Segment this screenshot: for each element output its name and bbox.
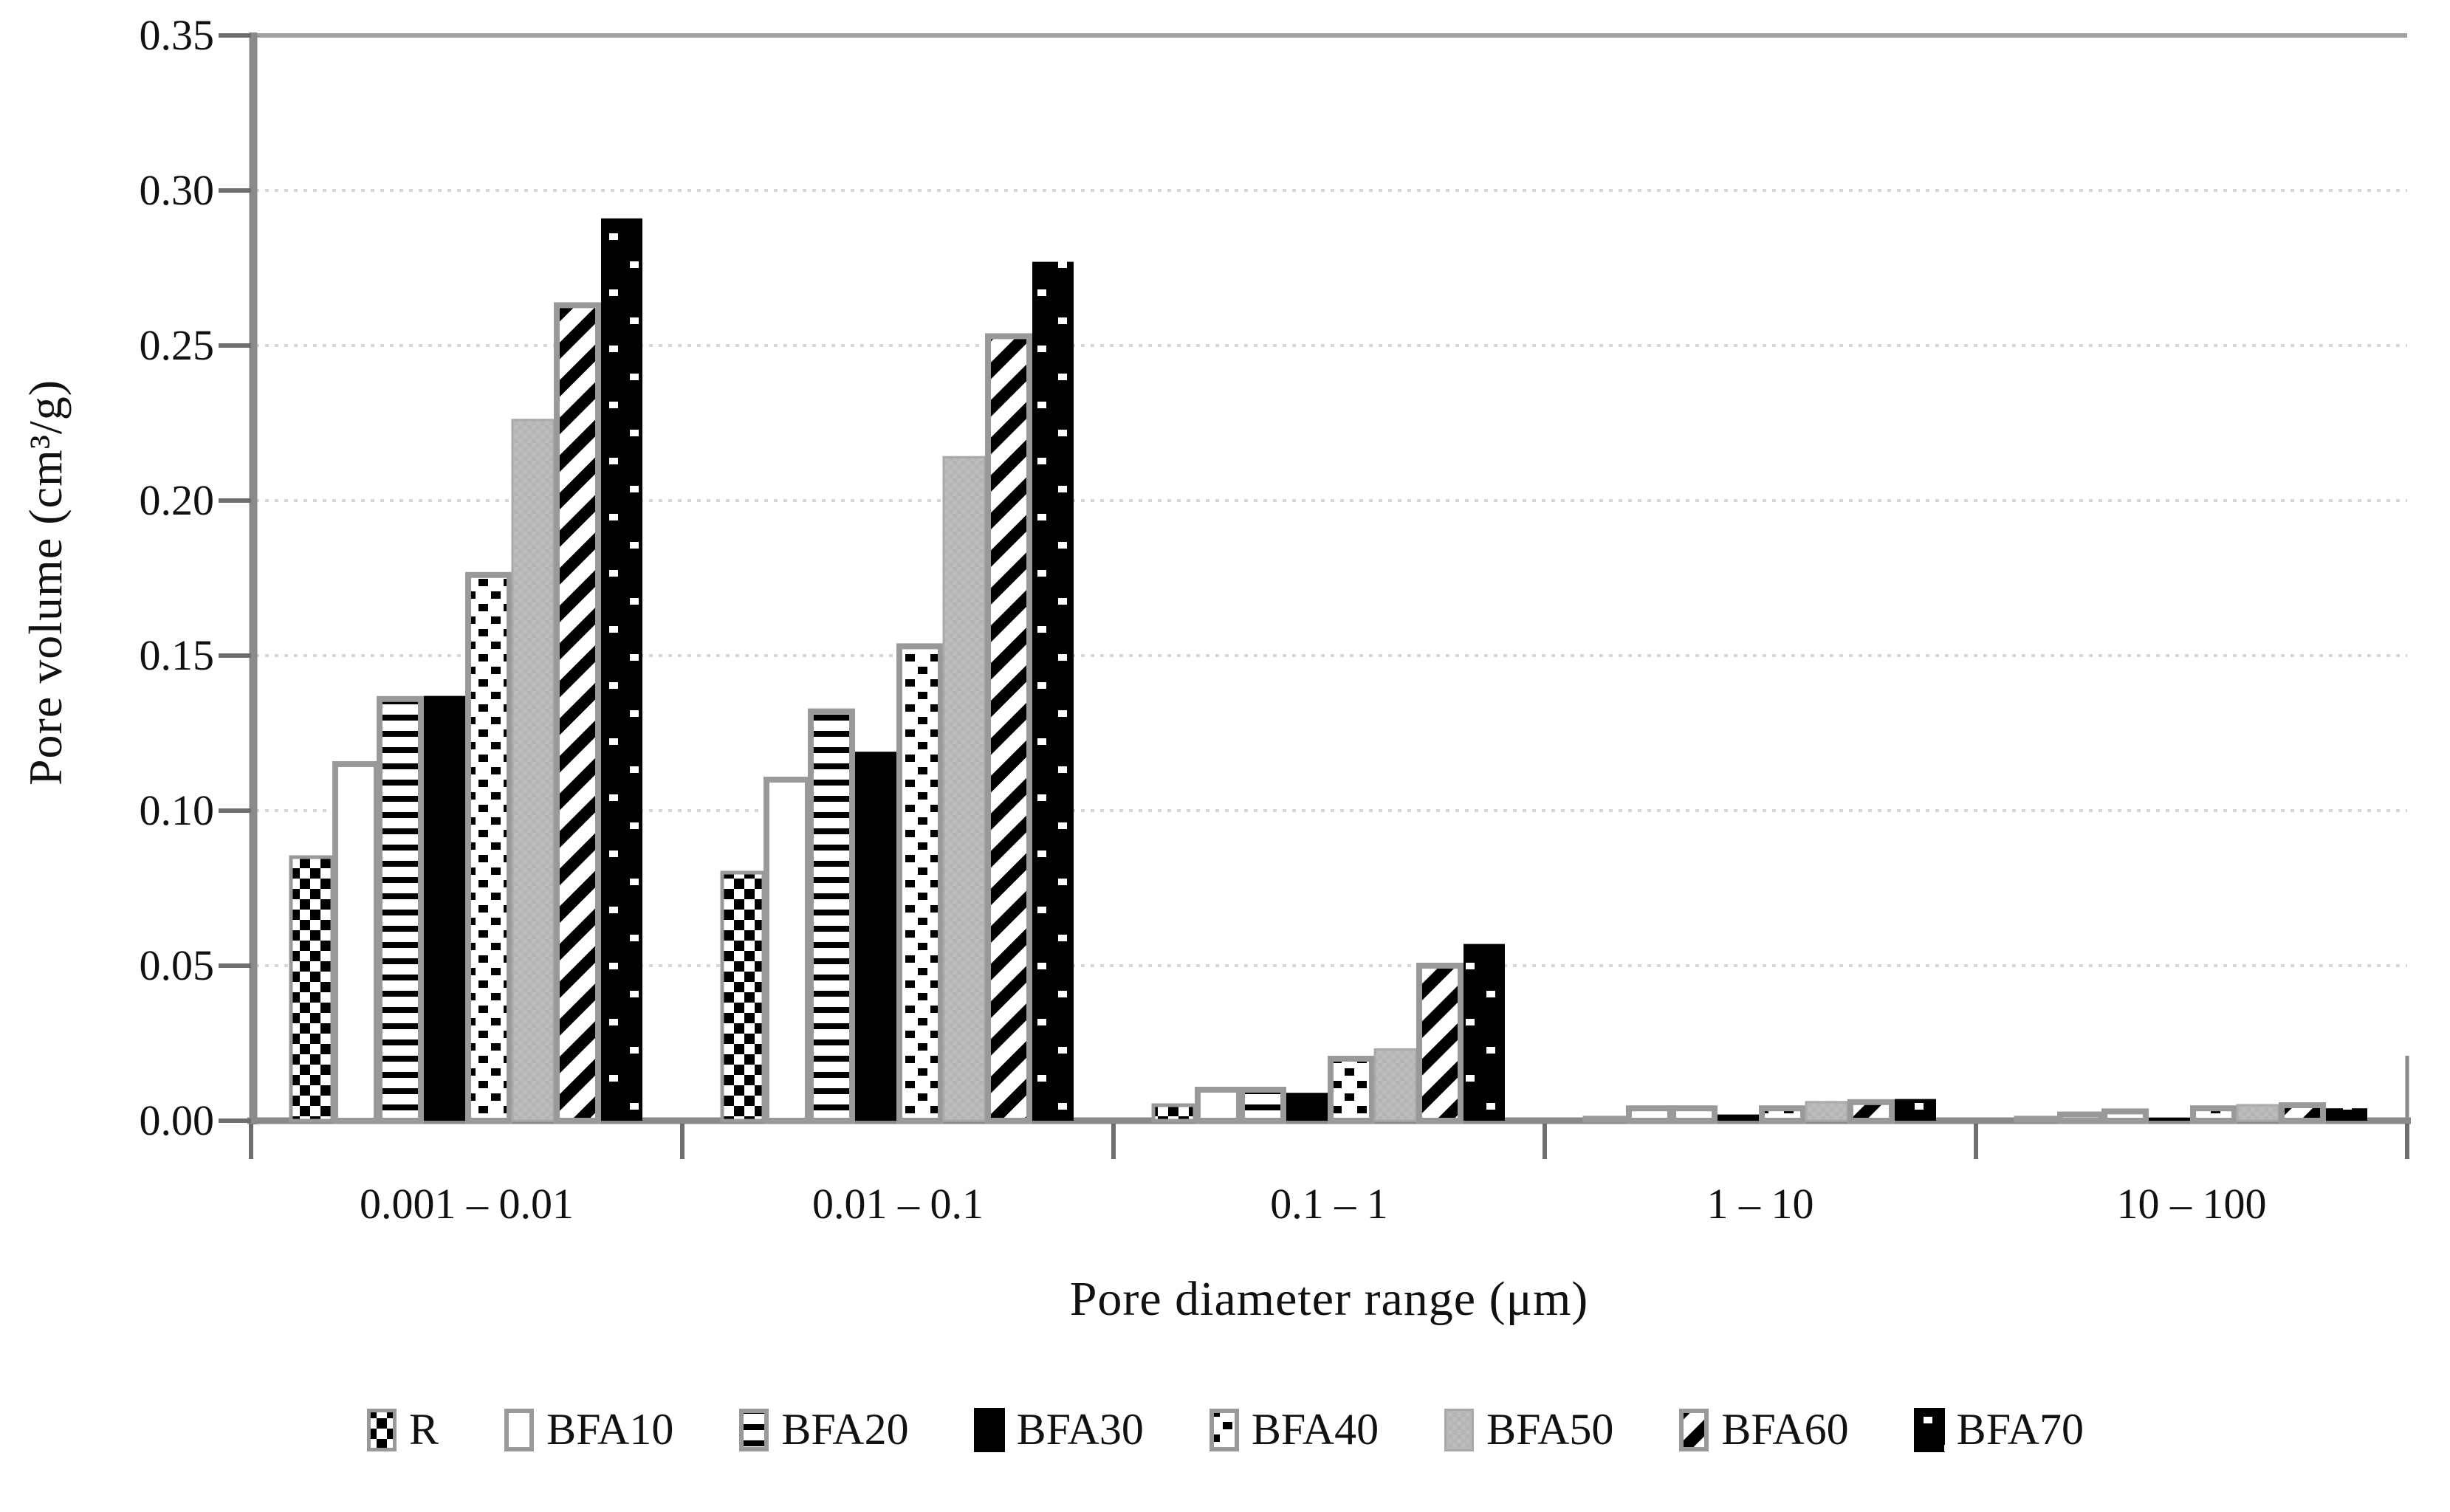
bar-bfa20-2 (1239, 1087, 1286, 1124)
bar-bfa30-2 (1286, 1093, 1328, 1121)
bar-bfa30-4 (2149, 1117, 2190, 1121)
bar-bfa40-4 (2190, 1105, 2237, 1124)
bar-bfa40-0 (465, 571, 512, 1124)
bar-bfa70-4 (2326, 1108, 2367, 1121)
bar-bfa60-2 (1416, 963, 1464, 1124)
bar-r-1 (720, 870, 766, 1123)
bar-bfa40-1 (896, 643, 944, 1124)
x-category-label: 0.001 – 0.01 (360, 1180, 574, 1228)
bars (289, 218, 2367, 1124)
bar-bfa10-2 (1195, 1087, 1242, 1124)
bar-r-0 (289, 855, 334, 1123)
y-tick-label: 0.25 (139, 321, 215, 369)
legend-swatch-solid-black (973, 1407, 1005, 1452)
bar-bfa30-0 (424, 695, 465, 1121)
bar-bfa70-2 (1464, 944, 1505, 1121)
y-tick-label: 0.35 (139, 11, 215, 59)
bar-bfa70-0 (601, 218, 642, 1121)
legend-label: R (409, 1405, 439, 1454)
legend: R BFA10 BFA20 BFA30 BFA40 BFA50 BFA60 BFA70 (0, 1404, 2450, 1455)
legend-item-bfa40: BFA40 (1209, 1404, 1379, 1455)
legend-item-bfa30: BFA30 (973, 1404, 1144, 1455)
legend-swatch-rect (367, 1408, 397, 1451)
bar-bfa30-1 (855, 752, 896, 1121)
legend-label: BFA20 (781, 1405, 909, 1454)
legend-swatch-diagonal-stripes (1679, 1408, 1709, 1451)
bar-r-3 (1582, 1116, 1628, 1123)
x-category-label: 0.01 – 0.1 (812, 1180, 984, 1228)
bar-bfa10-4 (2057, 1111, 2104, 1124)
bar-bfa60-4 (2279, 1102, 2326, 1124)
legend-swatch-rect (1209, 1408, 1239, 1451)
bar-bfa50-2 (1373, 1048, 1418, 1122)
legend-swatch-white (504, 1408, 535, 1451)
x-axis-title: Pore diameter range (μm) (1069, 1272, 1589, 1326)
legend-item-r: R (366, 1404, 439, 1455)
legend-swatch-black-white-dots (1913, 1407, 1945, 1452)
y-tick-label: 0.10 (139, 786, 215, 834)
legend-swatch-solid-gray (1444, 1408, 1475, 1451)
legend-label: BFA70 (1956, 1405, 2084, 1454)
bar-bfa10-1 (764, 777, 811, 1124)
legend-swatch-dotted-checker (1209, 1408, 1239, 1451)
bar-bfa60-1 (985, 333, 1032, 1124)
bar-bfa20-3 (1670, 1105, 1718, 1124)
bar-bfa60-0 (554, 302, 601, 1124)
bar-bfa60-3 (1847, 1099, 1895, 1124)
legend-swatch-rect (1679, 1408, 1709, 1451)
legend-swatch-rect (1444, 1408, 1475, 1451)
legend-item-bfa10: BFA10 (504, 1404, 673, 1455)
y-tick-label: 0.05 (139, 941, 215, 989)
y-tick-label: 0.30 (139, 166, 215, 214)
bar-bfa10-0 (332, 761, 380, 1124)
legend-item-bfa20: BFA20 (738, 1404, 909, 1455)
x-category-label: 10 – 100 (2116, 1180, 2267, 1228)
legend-label: BFA40 (1251, 1405, 1379, 1454)
legend-label: BFA50 (1486, 1405, 1614, 1454)
bar-bfa30-3 (1718, 1114, 1759, 1121)
bar-bfa20-4 (2101, 1108, 2149, 1124)
legend-label: BFA10 (546, 1405, 674, 1454)
bar-bfa20-0 (377, 695, 424, 1124)
bar-bfa20-1 (808, 708, 855, 1124)
legend-swatch-horizontal-stripes (739, 1408, 769, 1451)
bar-bfa40-3 (1759, 1105, 1806, 1124)
legend-label: BFA60 (1721, 1405, 1849, 1454)
legend-swatch-rect (504, 1408, 535, 1451)
legend-label: BFA30 (1016, 1405, 1144, 1454)
bar-bfa50-1 (942, 456, 986, 1122)
legend-item-bfa70: BFA70 (1913, 1404, 2084, 1455)
bar-bfa50-0 (511, 419, 555, 1122)
legend-item-bfa60: BFA60 (1678, 1404, 1849, 1455)
bar-bfa70-3 (1895, 1099, 1936, 1121)
bar-bfa10-3 (1626, 1105, 1673, 1124)
bar-bfa50-3 (1805, 1101, 1849, 1122)
legend-swatch-rect (973, 1407, 1005, 1452)
y-tick-label: 0.15 (139, 631, 215, 679)
bar-bfa70-1 (1032, 261, 1074, 1121)
legend-swatch-checkerboard (367, 1408, 397, 1451)
legend-swatch-rect (1913, 1407, 1945, 1452)
legend-swatch-rect (739, 1408, 769, 1451)
y-tick-label: 0.20 (139, 476, 215, 524)
bar-bfa50-4 (2236, 1104, 2280, 1122)
x-category-label: 1 – 10 (1706, 1180, 1814, 1228)
bar-r-2 (1151, 1103, 1197, 1123)
bar-r-4 (2014, 1116, 2059, 1123)
y-tick-label: 0.00 (139, 1096, 215, 1144)
legend-item-bfa50: BFA50 (1444, 1404, 1613, 1455)
bar-bfa40-2 (1328, 1056, 1375, 1124)
x-category-label: 0.1 – 1 (1270, 1180, 1388, 1228)
